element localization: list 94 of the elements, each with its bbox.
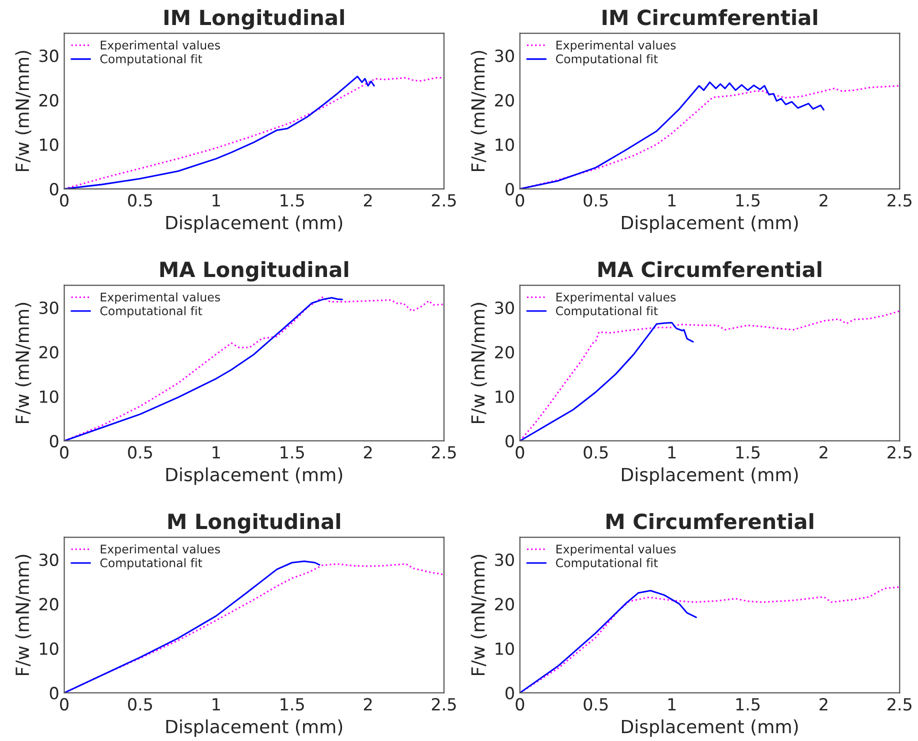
x-tick-label: 1	[668, 446, 676, 458]
chart-title: MA Circumferential	[598, 261, 822, 278]
y-tick-label: 30	[39, 302, 58, 314]
x-tick-label: 1	[668, 194, 676, 206]
legend-label: Computational fit	[556, 54, 658, 66]
y-tick-label: 10	[40, 642, 58, 655]
x-tick-label: 2	[820, 194, 828, 206]
line-series	[520, 590, 697, 693]
x-axis-title: Displacement (mm)	[166, 215, 342, 233]
line-series	[520, 81, 824, 189]
chart-title: MA Longitudinal	[160, 261, 348, 282]
legend-label: Computational fit	[100, 558, 202, 570]
legend-label: Computational fit	[100, 306, 202, 318]
y-axis-title: F/w (mN/mm)	[470, 302, 487, 424]
legend-label: Computational fit	[100, 54, 202, 66]
y-tick-label: 30	[39, 553, 58, 566]
y-tick-label: 0	[50, 686, 58, 700]
y-tick-label: 20	[39, 598, 58, 611]
y-tick-label: 0	[50, 182, 58, 196]
x-tick-label: 0.5	[584, 194, 608, 207]
y-tick-label: 10	[496, 390, 514, 403]
x-tick-label: 0	[516, 698, 524, 711]
x-tick-label: 2.5	[888, 698, 912, 711]
y-tick-label: 0	[506, 686, 514, 700]
line-series	[64, 76, 375, 189]
legend-label: Experimental values	[100, 40, 220, 52]
y-tick-label: 0	[50, 434, 58, 448]
x-tick-label: 2.5	[432, 446, 456, 459]
y-tick-label: 0	[506, 182, 514, 196]
x-tick-label: 2	[364, 698, 372, 710]
legend-label: Experimental values	[556, 544, 676, 556]
x-tick-label: 0.5	[584, 698, 608, 711]
legend-label: Experimental values	[100, 544, 220, 556]
y-axis-title: F/w (mN/mm)	[15, 302, 32, 424]
x-tick-label: 0.5	[128, 698, 152, 711]
x-tick-label: 2.5	[888, 194, 912, 207]
y-axis-title: F/w (mN/mm)	[15, 554, 32, 675]
y-tick-label: 30	[495, 553, 514, 566]
legend-label: Experimental values	[556, 40, 676, 52]
x-tick-label: 1.5	[280, 194, 304, 207]
line-series	[520, 322, 694, 441]
y-tick-label: 10	[40, 390, 58, 403]
x-tick-label: 1	[212, 446, 220, 458]
x-tick-label: 0.5	[584, 446, 608, 459]
legend-label: Experimental values	[100, 292, 220, 304]
x-tick-label: 1	[212, 698, 220, 710]
y-axis-title: F/w (mN/mm)	[470, 554, 487, 675]
x-tick-label: 0	[60, 698, 68, 711]
x-tick-label: 1.5	[736, 698, 760, 711]
y-tick-label: 10	[496, 642, 514, 655]
x-tick-label: 0.5	[128, 446, 152, 459]
x-tick-label: 2.5	[432, 698, 456, 711]
x-tick-label: 2	[364, 194, 372, 206]
y-tick-label: 30	[495, 50, 514, 62]
chart-title: IM Longitudinal	[164, 9, 344, 30]
x-axis-title: Displacement (mm)	[622, 719, 798, 737]
y-tick-label: 0	[506, 434, 514, 448]
x-tick-label: 1	[212, 194, 220, 206]
x-axis-title: Displacement (mm)	[622, 215, 798, 233]
chart-title: M Longitudinal	[168, 513, 340, 534]
y-axis-title: F/w (mN/mm)	[15, 50, 32, 172]
x-tick-label: 2	[820, 698, 828, 710]
y-tick-label: 30	[495, 302, 514, 314]
x-tick-label: 0	[60, 194, 68, 207]
x-tick-label: 0	[516, 194, 524, 207]
x-axis-title: Displacement (mm)	[622, 467, 798, 485]
y-tick-label: 20	[39, 94, 58, 107]
x-tick-label: 2	[820, 446, 828, 458]
y-tick-label: 10	[40, 138, 58, 152]
x-tick-label: 0.5	[128, 194, 152, 207]
x-tick-label: 0	[516, 446, 524, 459]
legend-label: Computational fit	[556, 306, 658, 318]
y-tick-label: 20	[39, 346, 58, 359]
x-tick-label: 1.5	[280, 698, 304, 711]
legend-label: Experimental values	[556, 292, 676, 304]
y-tick-label: 30	[39, 50, 58, 62]
chart-title: IM Circumferential	[602, 9, 818, 26]
y-tick-label: 20	[495, 94, 514, 107]
x-tick-label: 1.5	[736, 446, 760, 459]
chart-title: M Circumferential	[606, 513, 814, 530]
x-tick-label: 2.5	[888, 446, 912, 459]
x-tick-label: 1	[668, 698, 676, 710]
x-tick-label: 2.5	[432, 194, 456, 207]
x-tick-label: 1.5	[736, 194, 760, 207]
x-axis-title: Displacement (mm)	[166, 719, 342, 737]
legend-label: Computational fit	[556, 558, 658, 570]
y-tick-label: 10	[496, 138, 514, 152]
y-tick-label: 20	[495, 598, 514, 611]
y-tick-label: 20	[495, 346, 514, 359]
x-tick-label: 2	[364, 446, 372, 458]
x-tick-label: 0	[60, 446, 68, 459]
y-axis-title: F/w (mN/mm)	[470, 50, 487, 172]
x-axis-title: Displacement (mm)	[166, 467, 342, 485]
x-tick-label: 1.5	[280, 446, 304, 459]
